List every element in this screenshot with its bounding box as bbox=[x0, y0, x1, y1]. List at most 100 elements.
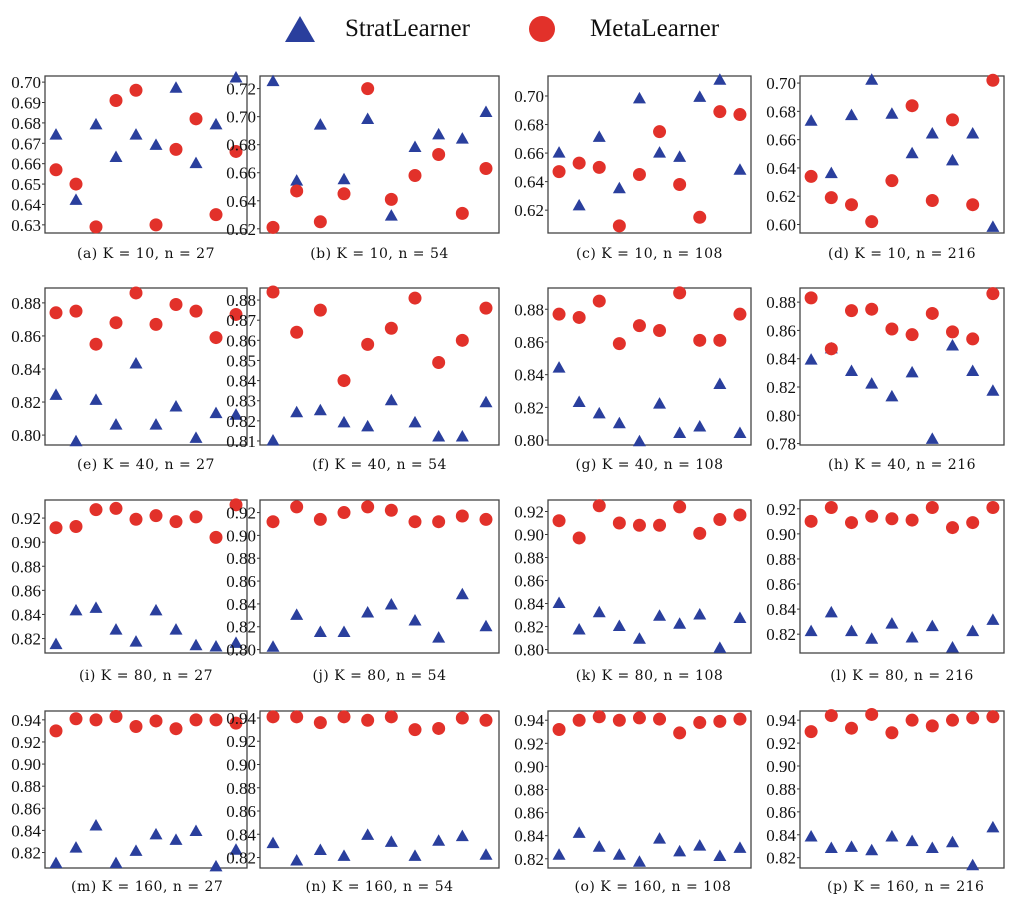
stratlearner-point bbox=[290, 174, 304, 186]
metalearner-point bbox=[479, 713, 493, 727]
metalearner-point bbox=[693, 526, 707, 540]
metalearner-point bbox=[209, 208, 223, 222]
metalearner-point bbox=[905, 713, 919, 727]
y-tick-label: 0.88 bbox=[226, 291, 256, 310]
stratlearner-point bbox=[432, 127, 446, 140]
subplot: 0.82 0.84 0.86 0.88 0.90 0.92 0.94 bbox=[766, 707, 1005, 871]
y-tick-label: 0.84 bbox=[514, 827, 544, 846]
plot-frame bbox=[547, 287, 752, 446]
y-tick-label: 0.84 bbox=[226, 825, 256, 844]
metalearner-point bbox=[337, 187, 351, 201]
stratlearner-point bbox=[229, 636, 243, 648]
stratlearner-point bbox=[673, 426, 687, 439]
stratlearner-point bbox=[885, 830, 899, 842]
subplot-caption: (c) K = 10, n = 108 bbox=[576, 246, 723, 262]
stratlearner-point bbox=[865, 73, 879, 85]
metalearner-point bbox=[713, 513, 727, 527]
stratlearner-point bbox=[865, 632, 879, 644]
y-tick-label: 0.94 bbox=[226, 709, 256, 728]
y-tick-label: 0.92 bbox=[514, 734, 544, 753]
y-tick-label: 0.90 bbox=[11, 533, 41, 552]
stratlearner-point bbox=[109, 856, 123, 869]
stratlearner-point bbox=[885, 107, 899, 119]
metalearner-point bbox=[455, 711, 469, 725]
plot-frame bbox=[799, 287, 1005, 446]
stratlearner-point bbox=[266, 74, 280, 87]
stratlearner-point bbox=[673, 150, 687, 162]
metalearner-point bbox=[804, 291, 818, 305]
stratlearner-point bbox=[713, 377, 727, 389]
y-tick-label: 0.64 bbox=[514, 173, 544, 192]
stratlearner-point bbox=[632, 632, 646, 644]
stratlearner-point bbox=[552, 361, 566, 373]
stratlearner-point bbox=[209, 639, 223, 652]
stratlearner-point bbox=[824, 605, 838, 618]
y-tick-label: 0.84 bbox=[514, 366, 544, 385]
metalearner-point bbox=[169, 298, 183, 312]
stratlearner-point bbox=[885, 389, 899, 402]
y-tick-label: 0.81 bbox=[226, 432, 256, 451]
metalearner-point bbox=[885, 174, 899, 188]
y-tick-label: 0.88 bbox=[514, 781, 544, 800]
y-tick-label: 0.90 bbox=[766, 525, 796, 544]
stratlearner-point bbox=[632, 855, 646, 867]
metalearner-point bbox=[653, 324, 667, 338]
y-tick-label: 0.88 bbox=[11, 777, 41, 796]
metalearner-point bbox=[673, 286, 687, 300]
stratlearner-point bbox=[169, 623, 183, 635]
metalearner-point bbox=[313, 512, 327, 526]
metalearner-point bbox=[69, 304, 83, 318]
legend-label: MetaLearner bbox=[590, 15, 720, 42]
y-tick-label: 0.92 bbox=[514, 503, 544, 522]
stratlearner-point bbox=[129, 357, 143, 369]
y-tick-label: 0.60 bbox=[766, 216, 796, 235]
stratlearner-point bbox=[455, 132, 469, 144]
stratlearner-point bbox=[229, 71, 243, 83]
y-tick-label: 0.82 bbox=[514, 618, 544, 637]
stratlearner-point bbox=[337, 625, 351, 637]
plot-frame bbox=[259, 75, 500, 234]
metalearner-point bbox=[290, 500, 304, 514]
plot-frame bbox=[44, 75, 248, 234]
legend: StratLearner MetaLearner bbox=[275, 8, 745, 50]
y-tick-label: 0.90 bbox=[226, 755, 256, 774]
legend-triangle-icon bbox=[285, 16, 315, 42]
stratlearner-point bbox=[653, 397, 667, 409]
metalearner-point bbox=[845, 198, 859, 212]
y-tick-label: 0.82 bbox=[766, 378, 796, 397]
metalearner-point bbox=[905, 99, 919, 113]
stratlearner-point bbox=[713, 641, 727, 653]
y-tick-label: 0.87 bbox=[226, 311, 256, 330]
stratlearner-point bbox=[408, 614, 422, 626]
y-tick-label: 0.86 bbox=[11, 799, 41, 818]
metalearner-point bbox=[572, 531, 586, 545]
subplot: 0.80 0.82 0.84 0.86 0.88 bbox=[514, 286, 752, 450]
metalearner-point bbox=[925, 501, 939, 515]
metalearner-point bbox=[384, 503, 398, 517]
stratlearner-point bbox=[189, 156, 203, 169]
y-tick-label: 0.64 bbox=[766, 159, 796, 178]
stratlearner-point bbox=[337, 172, 351, 185]
plot-frame bbox=[547, 75, 752, 234]
y-tick-label: 0.88 bbox=[11, 294, 41, 313]
metalearner-point bbox=[361, 713, 375, 727]
stratlearner-point bbox=[966, 858, 980, 871]
stratlearner-point bbox=[945, 835, 959, 848]
metalearner-point bbox=[632, 319, 646, 333]
metalearner-point bbox=[432, 148, 446, 161]
metalearner-point bbox=[552, 722, 566, 736]
stratlearner-point bbox=[209, 117, 223, 130]
stratlearner-point bbox=[713, 73, 727, 85]
subplot-caption: (k) K = 80, n = 108 bbox=[575, 668, 724, 684]
stratlearner-point bbox=[290, 854, 304, 866]
stratlearner-point bbox=[632, 434, 646, 447]
stratlearner-point bbox=[653, 146, 667, 158]
metalearner-point bbox=[824, 342, 838, 356]
plot-frame bbox=[799, 75, 1005, 234]
metalearner-point bbox=[885, 322, 899, 336]
metalearner-point bbox=[49, 306, 63, 320]
metalearner-point bbox=[653, 125, 667, 139]
metalearner-point bbox=[572, 713, 586, 727]
stratlearner-point bbox=[361, 112, 375, 124]
stratlearner-point bbox=[313, 625, 327, 637]
